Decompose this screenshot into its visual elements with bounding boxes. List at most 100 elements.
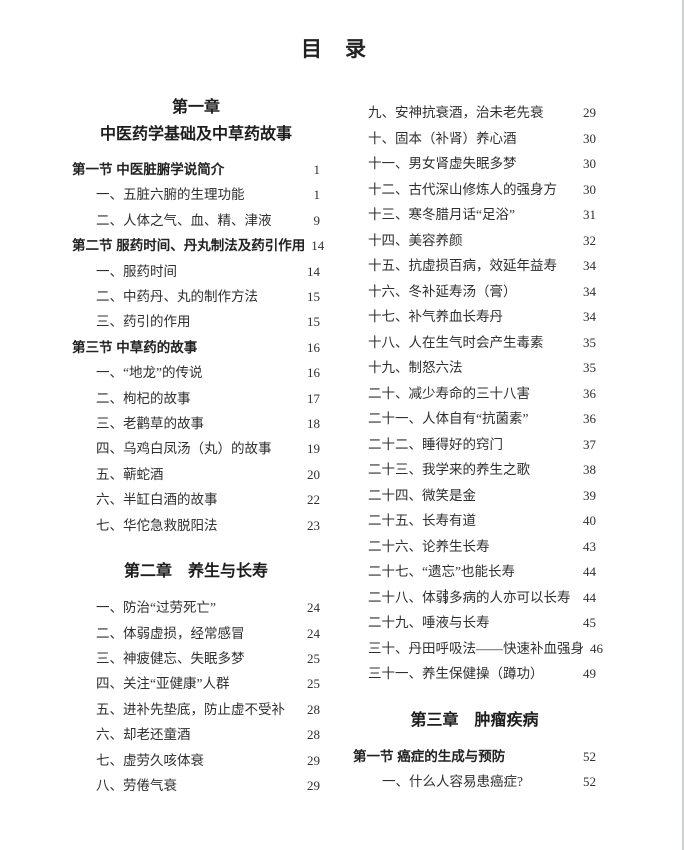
toc-item-row: 三十、丹田呼吸法——快速补血强身 46: [353, 636, 603, 662]
toc-entry-label: 二、体弱虚损，经常感冒: [96, 625, 245, 641]
toc-entry-page-number: 39: [583, 487, 596, 503]
toc-item-row: 十三、寒冬腊月话“足浴” 31: [353, 202, 596, 228]
toc-entry-page-number: 38: [583, 462, 596, 477]
chapter-heading: 第一章 中医药学基础及中草药故事: [72, 94, 320, 148]
toc-entry-label: 二十六、论养生长寿: [368, 538, 490, 554]
toc-item-row: 一、什么人容易患癌症? 52: [353, 769, 596, 795]
toc-entry-label: 二十八、体弱多病的人亦可以长寿: [368, 589, 571, 605]
toc-item-row: 十五、抗虚损百病，效延年益寿 34: [353, 253, 596, 279]
toc-entry-page-number: 16: [307, 365, 320, 381]
toc-item-row: 二十五、长寿有道 40: [353, 508, 596, 534]
toc-entry-page-number: 29: [583, 105, 596, 120]
toc-item-row: 二、体弱虚损，经常感冒 24: [72, 621, 320, 646]
toc-entry-label: 七、华佗急救脱阳法: [96, 517, 218, 533]
toc-entry-label: 二、中药丹、丸的制作方法: [96, 289, 258, 305]
toc-item-row: 七、虚劳久咳体衰 29: [72, 748, 320, 773]
toc-item-row: 二十八、体弱多病的人亦可以长寿 44: [353, 585, 596, 611]
toc-entry-page-number: 22: [307, 492, 320, 508]
toc-entry-label: 第三节 中草药的故事: [72, 339, 198, 355]
toc-entry-label: 二十、减少寿命的三十八害: [368, 385, 530, 401]
toc-entry-label: 三、神疲健忘、失眠多梦: [96, 650, 245, 666]
toc-entry-label: 二十一、人体自有“抗菌素”: [368, 411, 529, 426]
toc-item-row: 六、却老还童酒 28: [72, 722, 320, 747]
toc-entry-page-number: 36: [583, 385, 596, 401]
toc-entry-label: 十二、古代深山修炼人的强身方: [368, 181, 557, 197]
toc-entry-label: 二十四、微笑是金: [368, 487, 476, 503]
page-edge-shadow: [682, 0, 684, 850]
toc-item-row: 十八、人在生气时会产生毒素 35: [353, 330, 596, 356]
toc-entry-page-number: 25: [307, 676, 320, 692]
toc-entry-label: 五、蕲蛇酒: [96, 466, 164, 482]
toc-item-row: 二、中药丹、丸的制作方法 15: [72, 284, 320, 309]
toc-item-row: 一、服药时间 14: [72, 259, 320, 284]
toc-section-row: 第一节 中医脏腑学说简介 1: [72, 157, 320, 182]
toc-entry-label: 四、乌鸡白凤汤（丸）的故事: [96, 441, 272, 457]
toc-entry-page-number: 14: [307, 263, 320, 279]
toc-entry-page-number: 29: [307, 752, 320, 768]
toc-entry-page-number: 32: [583, 232, 596, 248]
toc-entry-page-number: 15: [307, 289, 320, 305]
toc-item-row: 二十六、论养生长寿 43: [353, 534, 596, 560]
toc-entry-label: 第一节 中医脏腑学说简介: [72, 162, 225, 177]
toc-entry-page-number: 1: [313, 162, 321, 177]
toc-entry-label: 二十二、睡得好的窍门: [368, 436, 503, 452]
toc-entry-page-number: 30: [583, 130, 596, 146]
toc-entry-label: 十五、抗虚损百病，效延年益寿: [368, 258, 557, 273]
toc-entry-page-number: 29: [307, 777, 320, 793]
toc-item-row: 九、安神抗衰酒，治未老先衰 29: [353, 100, 596, 126]
toc-entry-page-number: 18: [307, 416, 320, 432]
toc-entry-label: 十三、寒冬腊月话“足浴”: [368, 207, 515, 222]
toc-entry-page-number: 36: [583, 411, 596, 426]
toc-item-row: 十六、冬补延寿汤（膏） 34: [353, 279, 596, 305]
toc-item-row: 三十一、养生保健操（蹲功） 49: [353, 661, 596, 687]
toc-entry-page-number: 25: [307, 650, 320, 666]
toc-entry-page-number: 24: [307, 625, 320, 641]
toc-entry-page-number: 35: [583, 334, 596, 350]
toc-entry-page-number: 28: [307, 701, 320, 717]
toc-item-row: 十四、美容养颜 32: [353, 228, 596, 254]
toc-entry-label: 十六、冬补延寿汤（膏）: [368, 283, 517, 299]
toc-item-row: 二十、减少寿命的三十八害 36: [353, 381, 596, 407]
chapter-heading: 第二章 养生与长寿: [72, 558, 320, 585]
toc-item-row: 七、华佗急救脱阳法 23: [72, 513, 320, 538]
chapter-heading-line: 第三章 肿瘤疾病: [410, 711, 539, 729]
toc-section-row: 第二节 服药时间、丹丸制法及药引作用 14: [72, 233, 324, 258]
toc-entry-page-number: 1: [313, 187, 321, 203]
page-title: 目 录: [301, 38, 367, 61]
toc-item-row: 一、“地龙”的传说 16: [72, 360, 320, 385]
toc-column-left: 第一章 中医药学基础及中草药故事 第一节 中医脏腑学说简介 1 一、五脏六腑的生理功能 1…: [72, 94, 324, 798]
toc-column-right: 九、安神抗衰酒，治未老先衰 29 十、固本（补肾）养心酒 30 十一、男女肾虚失眠多梦 3…: [353, 100, 603, 795]
toc-entry-page-number: 52: [583, 774, 596, 789]
toc-entry-page-number: 46: [590, 640, 603, 656]
toc-entry-label: 第一节 癌症的生成与预防: [353, 748, 506, 764]
toc-item-row: 四、乌鸡白凤汤（丸）的故事 19: [72, 436, 320, 461]
toc-entry-page-number: 24: [307, 600, 320, 616]
toc-entry-page-number: 40: [583, 513, 596, 528]
toc-item-row: 二十二、睡得好的窍门 37: [353, 432, 596, 458]
toc-item-row: 一、防治“过劳死亡” 24: [72, 595, 320, 620]
toc-item-row: 四、关注“亚健康”人群 25: [72, 671, 320, 696]
toc-entry-label: 二十七、“遗忘”也能长寿: [368, 564, 515, 579]
toc-entry-page-number: 19: [307, 441, 320, 457]
chapter-heading-line: 第一章: [171, 99, 220, 116]
toc-item-row: 三、药引的作用 15: [72, 309, 320, 334]
toc-item-row: 二、枸杞的故事 17: [72, 386, 320, 411]
toc-entry-page-number: 16: [307, 339, 320, 355]
toc-item-row: 二十七、“遗忘”也能长寿 44: [353, 559, 596, 585]
toc-item-row: 十一、男女肾虚失眠多梦 30: [353, 151, 596, 177]
toc-entry-label: 二十五、长寿有道: [368, 513, 476, 528]
toc-section-row: 第三节 中草药的故事 16: [72, 335, 320, 360]
toc-entry-page-number: 35: [583, 360, 596, 375]
toc-entry-page-number: 34: [583, 283, 596, 299]
toc-entry-label: 三十一、养生保健操（蹲功）: [368, 666, 544, 681]
toc-section-row: 第一节 癌症的生成与预防 52: [353, 744, 596, 770]
toc-item-row: 二十九、唾液与长寿 45: [353, 610, 596, 636]
toc-item-row: 二十三、我学来的养生之歌 38: [353, 457, 596, 483]
chapter-heading-line: 第二章 养生与长寿: [123, 563, 268, 581]
toc-entry-page-number: 45: [583, 615, 596, 630]
toc-entry-page-number: 37: [583, 436, 596, 452]
toc-entry-label: 十四、美容养颜: [368, 232, 463, 248]
toc-item-row: 五、进补先垫底，防止虚不受补 28: [72, 697, 320, 722]
toc-entry-label: 六、却老还童酒: [96, 727, 191, 743]
